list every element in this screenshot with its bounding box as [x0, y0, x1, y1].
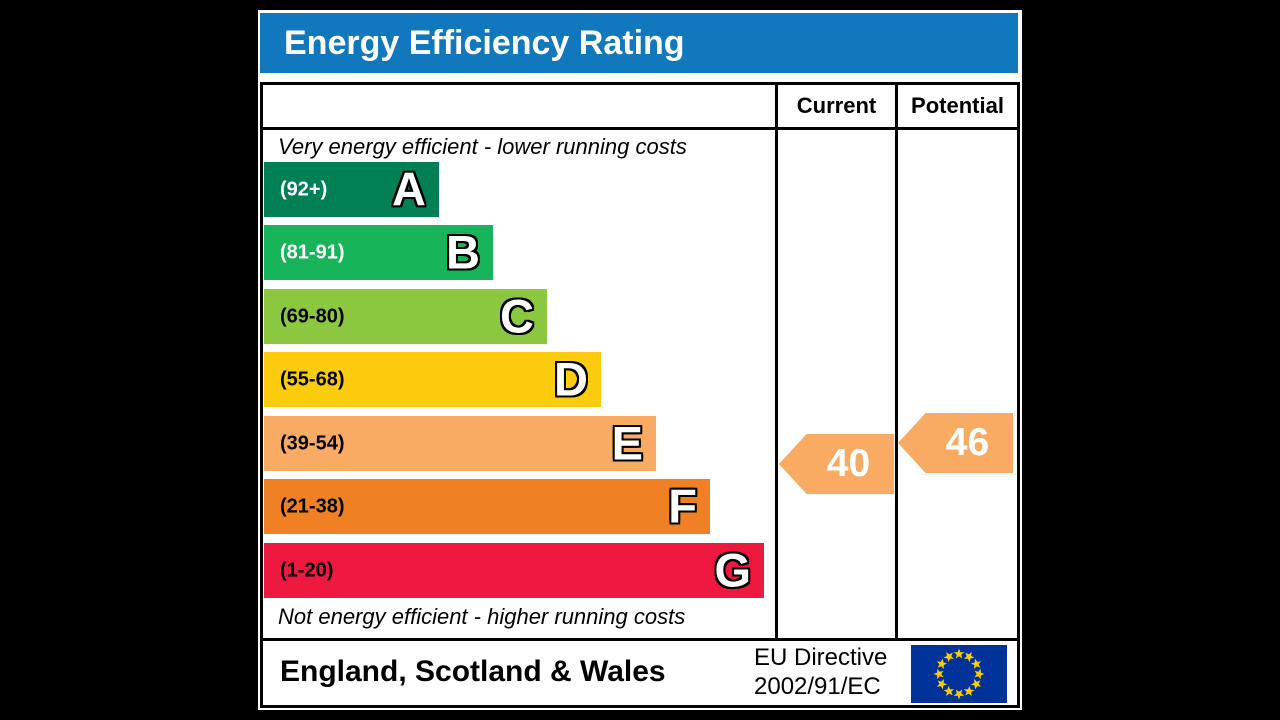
- eu-directive-label: EU Directive 2002/91/EC: [754, 643, 906, 701]
- eu-flag-icon: [911, 645, 1007, 703]
- current-column-divider: [775, 85, 778, 641]
- eu-directive-line1: EU Directive: [754, 644, 888, 671]
- band-e: (39-54) E: [264, 416, 656, 471]
- band-b-letter: B: [446, 224, 480, 278]
- band-a: (92+) A: [264, 162, 439, 217]
- band-f: (21-38) F: [264, 479, 710, 534]
- band-d: (55-68) D: [264, 352, 601, 407]
- eu-directive-line2: 2002/91/EC: [754, 673, 881, 700]
- band-f-letter: F: [668, 478, 697, 532]
- band-b-range: (81-91): [280, 241, 345, 263]
- band-c-letter: C: [500, 288, 534, 342]
- current-column-header: Current: [796, 93, 877, 118]
- band-g-letter: G: [714, 542, 751, 596]
- band-b: (81-91) B: [264, 225, 493, 280]
- region-label: England, Scotland & Wales: [280, 655, 666, 688]
- band-f-range: (21-38): [280, 495, 345, 517]
- band-a-range: (92+): [280, 178, 328, 200]
- band-g: (1-20) G: [264, 543, 764, 598]
- band-e-letter: E: [611, 415, 643, 469]
- page-title: Energy Efficiency Rating: [284, 24, 685, 62]
- potential-column-divider: [895, 85, 898, 641]
- footer-separator: [263, 638, 1017, 641]
- title-bar: Energy Efficiency Rating: [260, 13, 1018, 73]
- current-rating-arrow: 40: [779, 434, 894, 494]
- header-separator: [263, 127, 1017, 130]
- bottom-note: Not energy efficient - higher running co…: [278, 604, 686, 629]
- potential-column-header: Potential: [911, 93, 1004, 118]
- band-g-range: (1-20): [280, 559, 334, 581]
- rating-table: Current Potential Very energy efficient …: [260, 82, 1020, 708]
- potential-rating-arrow: 46: [898, 413, 1013, 473]
- epc-panel: Energy Efficiency Rating Current Potenti…: [258, 10, 1022, 710]
- band-c-range: (69-80): [280, 305, 345, 327]
- band-d-range: (55-68): [280, 368, 345, 390]
- band-c: (69-80) C: [264, 289, 547, 344]
- band-e-range: (39-54): [280, 432, 345, 454]
- band-d-letter: D: [554, 351, 588, 405]
- top-note: Very energy efficient - lower running co…: [278, 134, 687, 159]
- current-rating-value: 40: [826, 442, 871, 485]
- band-a-letter: A: [392, 161, 426, 215]
- potential-rating-value: 46: [945, 421, 990, 464]
